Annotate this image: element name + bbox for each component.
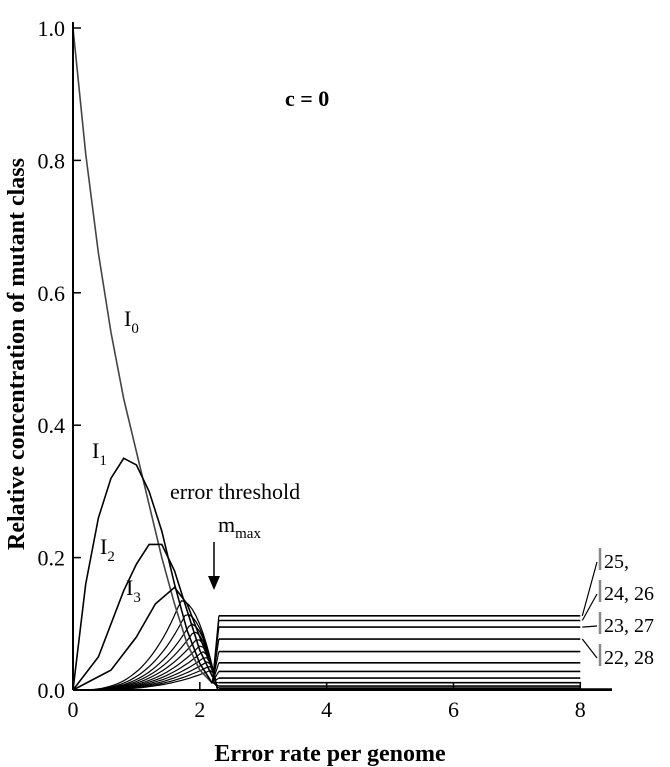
x-tick-label: 0 xyxy=(68,697,79,722)
series-label-i3: I3 xyxy=(126,575,141,606)
y-tick-label: 0.4 xyxy=(38,413,66,438)
mutant-class-curve xyxy=(73,639,219,691)
plateau-label: 22, 28 xyxy=(604,647,654,669)
y-tick-label: 0.6 xyxy=(38,281,66,306)
series-line-i1 xyxy=(72,457,214,691)
plateau-leader-line xyxy=(581,638,598,659)
series-line-i3 xyxy=(72,586,214,691)
plateau-rise xyxy=(211,671,220,683)
y-axis-label: Relative concentration of mutant class xyxy=(4,158,30,550)
plateau-leader-line xyxy=(581,561,598,617)
mmax-label: mmax xyxy=(218,512,261,542)
plateau-rise xyxy=(212,677,220,683)
plateau-rise xyxy=(212,681,220,689)
x-axis-label: Error rate per genome xyxy=(214,741,446,767)
plot-area xyxy=(72,27,612,691)
y-tick-label: 0.2 xyxy=(38,546,66,571)
error-threshold-label: error threshold xyxy=(170,479,300,504)
y-tick-label: 1.0 xyxy=(38,16,66,41)
plateau-label: 25, xyxy=(604,551,629,573)
series-label-i1: I1 xyxy=(92,438,107,469)
plateau-label: 23, 27 xyxy=(604,615,654,637)
condition-label: c = 0 xyxy=(285,86,329,111)
ticks: 0 2 4 6 8 0.0 0.2 0.4 0.6 0.8 1.0 xyxy=(38,16,586,722)
mmax-arrow xyxy=(208,542,220,590)
x-tick-label: 6 xyxy=(448,697,459,722)
axes xyxy=(72,22,612,691)
plateau-leader-line xyxy=(582,625,598,628)
y-tick-label: 0.0 xyxy=(38,678,66,703)
plateau-label: 24, 26 xyxy=(604,583,654,605)
series-label-i2: I2 xyxy=(100,534,115,565)
plateau-labels: 25, 24, 26 23, 27 22, 28 xyxy=(581,548,654,669)
x-tick-label: 8 xyxy=(575,697,586,722)
x-tick-label: 4 xyxy=(321,697,332,722)
plateau-leader-line xyxy=(581,593,598,621)
series-line-i2 xyxy=(72,543,214,691)
plateau-rise xyxy=(211,662,220,683)
series-line-i0 xyxy=(72,27,214,684)
y-tick-label: 0.8 xyxy=(38,148,66,173)
x-tick-label: 2 xyxy=(194,697,205,722)
series-label-i0: I0 xyxy=(124,306,139,337)
